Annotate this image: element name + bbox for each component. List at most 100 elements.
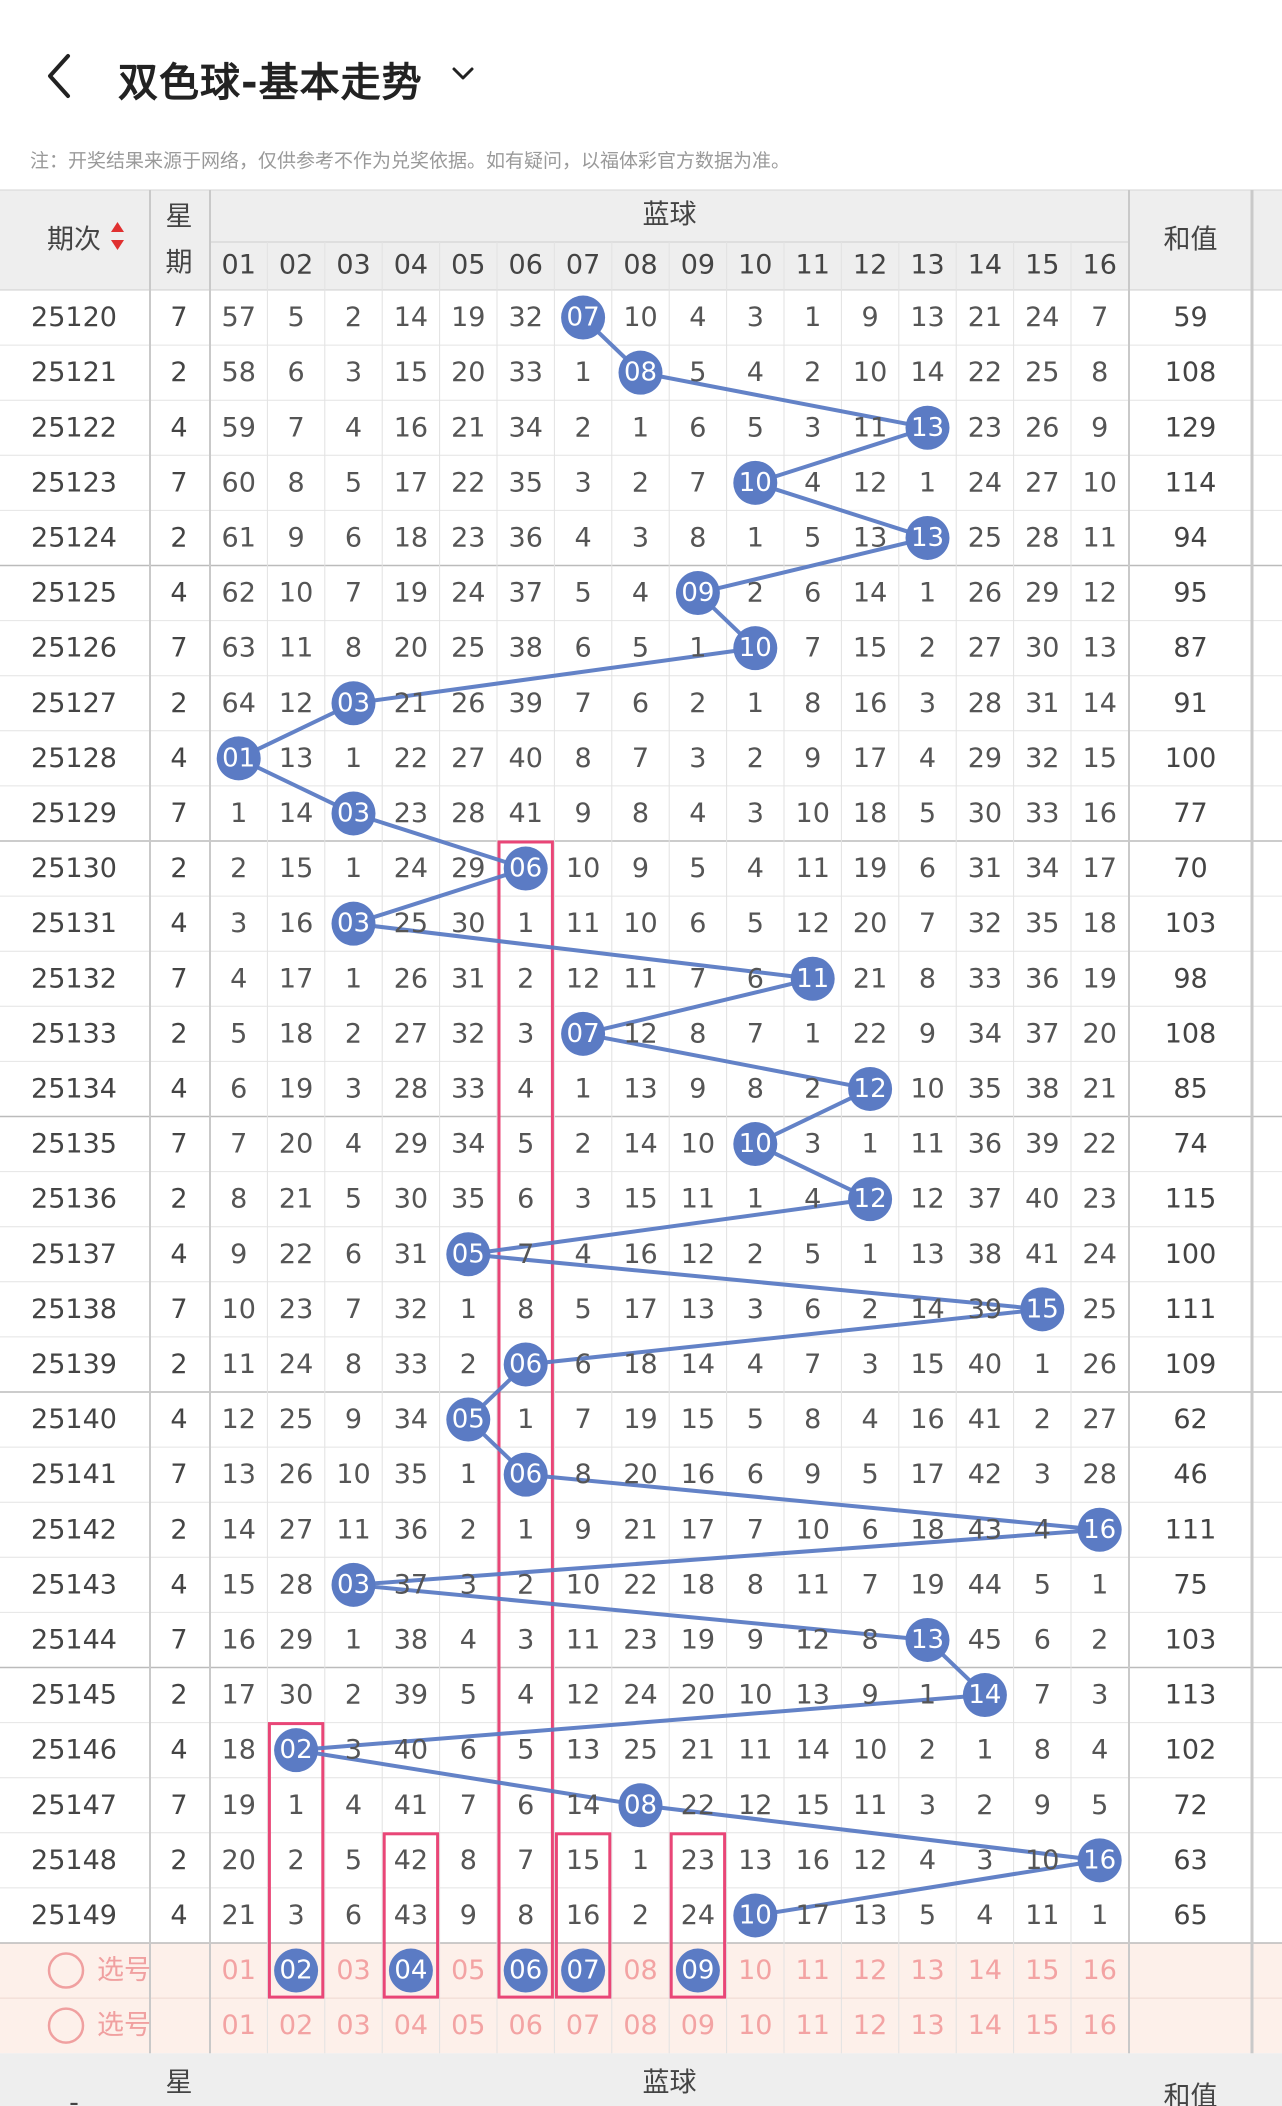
miss-count: 1 <box>632 1845 649 1876</box>
column-header-issue: 期次 <box>47 225 101 256</box>
weekday: 4 <box>170 743 187 774</box>
miss-count: 12 <box>796 1624 830 1655</box>
miss-count: 21 <box>1083 1073 1117 1104</box>
selected-ball[interactable] <box>561 1948 606 1993</box>
selectable-number[interactable]: 15 <box>1025 1955 1059 1986</box>
miss-count: 3 <box>345 357 362 388</box>
blue-ball-number: 14 <box>968 1680 1001 1710</box>
selectable-number[interactable]: 03 <box>336 2010 370 2041</box>
miss-count: 6 <box>517 1184 534 1215</box>
miss-count: 7 <box>345 1294 362 1325</box>
sum-value: 94 <box>1173 522 1207 553</box>
selectable-number[interactable]: 10 <box>738 2010 772 2041</box>
selectable-number[interactable]: 13 <box>910 1955 944 1986</box>
selectable-number[interactable]: 08 <box>623 2010 657 2041</box>
radio-circle-icon[interactable] <box>47 1952 85 1989</box>
selectable-number[interactable]: 05 <box>451 2010 485 2041</box>
miss-count: 11 <box>222 1349 256 1380</box>
miss-count: 8 <box>747 1569 764 1600</box>
issue-number: 25145 <box>31 1680 117 1711</box>
selectable-number[interactable]: 12 <box>853 1955 887 1986</box>
miss-count: 4 <box>230 963 247 994</box>
blue-ball <box>905 1617 950 1662</box>
page-title[interactable]: 双色球-基本走势 <box>118 60 423 106</box>
weekday: 2 <box>170 853 187 884</box>
selectable-number[interactable]: 01 <box>222 1955 256 1986</box>
miss-count: 21 <box>451 412 485 443</box>
miss-count: 22 <box>681 1790 715 1821</box>
selectable-number[interactable]: 10 <box>738 1955 772 1986</box>
selected-ball[interactable] <box>388 1948 433 1993</box>
issue-number: 25143 <box>31 1569 117 1600</box>
miss-count: 35 <box>968 1073 1002 1104</box>
selected-ball[interactable] <box>675 1948 720 1993</box>
miss-count: 14 <box>910 357 944 388</box>
sort-up-down-icon[interactable] <box>111 222 124 250</box>
miss-count: 13 <box>853 522 887 553</box>
miss-count: 61 <box>222 522 256 553</box>
miss-count: 35 <box>394 1459 428 1490</box>
miss-count: 44 <box>968 1569 1002 1600</box>
miss-count: 5 <box>1091 1790 1108 1821</box>
miss-count: 1 <box>919 467 936 498</box>
selectable-number[interactable]: 06 <box>509 2010 543 2041</box>
radio-circle-icon[interactable] <box>47 2007 85 2044</box>
sum-value: 102 <box>1165 1735 1217 1766</box>
selected-ball[interactable] <box>274 1948 319 1993</box>
miss-count: 11 <box>853 1790 887 1821</box>
selectable-number[interactable]: 08 <box>623 1955 657 1986</box>
miss-count: 1 <box>517 1514 534 1545</box>
miss-count: 2 <box>575 412 592 443</box>
miss-count: 5 <box>575 1294 592 1325</box>
selectable-number[interactable]: 14 <box>968 1955 1002 1986</box>
selectable-number[interactable]: 14 <box>968 2010 1002 2041</box>
miss-count: 7 <box>747 1514 764 1545</box>
selectable-number[interactable]: 16 <box>1083 2010 1117 2041</box>
selectable-number[interactable]: 03 <box>336 1955 370 1986</box>
miss-count: 19 <box>394 578 428 609</box>
blue-ball <box>331 901 376 946</box>
miss-count: 7 <box>689 963 706 994</box>
selected-ball[interactable] <box>503 1948 548 1993</box>
blue-ball-number: 16 <box>1083 1515 1116 1545</box>
miss-count: 24 <box>1025 302 1059 333</box>
miss-count: 5 <box>919 798 936 829</box>
miss-count: 9 <box>804 743 821 774</box>
selectable-number[interactable]: 07 <box>566 2010 600 2041</box>
miss-count: 13 <box>623 1073 657 1104</box>
miss-count: 43 <box>968 1514 1002 1545</box>
sum-value: 62 <box>1173 1404 1207 1435</box>
miss-count: 9 <box>804 1459 821 1490</box>
selectable-number[interactable]: 11 <box>796 2010 830 2041</box>
miss-count: 27 <box>1083 1404 1117 1435</box>
miss-count: 7 <box>575 688 592 719</box>
chevron-left-icon[interactable] <box>40 48 80 104</box>
selectable-number[interactable]: 16 <box>1083 1955 1117 1986</box>
blue-ball <box>331 791 376 836</box>
selectable-number[interactable]: 09 <box>681 2010 715 2041</box>
selectable-number[interactable]: 04 <box>394 2010 428 2041</box>
miss-count: 10 <box>796 798 830 829</box>
miss-count: 42 <box>968 1459 1002 1490</box>
miss-count: 10 <box>279 578 313 609</box>
issue-number: 25140 <box>31 1404 117 1435</box>
miss-count: 15 <box>566 1845 600 1876</box>
selected-ball-number: 02 <box>280 1956 313 1986</box>
miss-count: 21 <box>222 1900 256 1931</box>
miss-count: 22 <box>623 1569 657 1600</box>
selectable-number[interactable]: 15 <box>1025 2010 1059 2041</box>
selectable-number[interactable]: 13 <box>910 2010 944 2041</box>
selected-ball-number: 06 <box>509 1956 542 1986</box>
issue-number: 25125 <box>31 578 117 609</box>
chevron-down-icon[interactable] <box>448 58 478 88</box>
selectable-number[interactable]: 01 <box>222 2010 256 2041</box>
issue-number: 25142 <box>31 1514 117 1545</box>
blue-ball <box>905 405 950 450</box>
selectable-number[interactable]: 12 <box>853 2010 887 2041</box>
selectable-number[interactable]: 11 <box>796 1955 830 1986</box>
blue-ball <box>446 1397 491 1442</box>
selectable-number[interactable]: 05 <box>451 1955 485 1986</box>
miss-count: 10 <box>853 357 887 388</box>
blue-ball-number: 13 <box>911 1625 944 1655</box>
selectable-number[interactable]: 02 <box>279 2010 313 2041</box>
